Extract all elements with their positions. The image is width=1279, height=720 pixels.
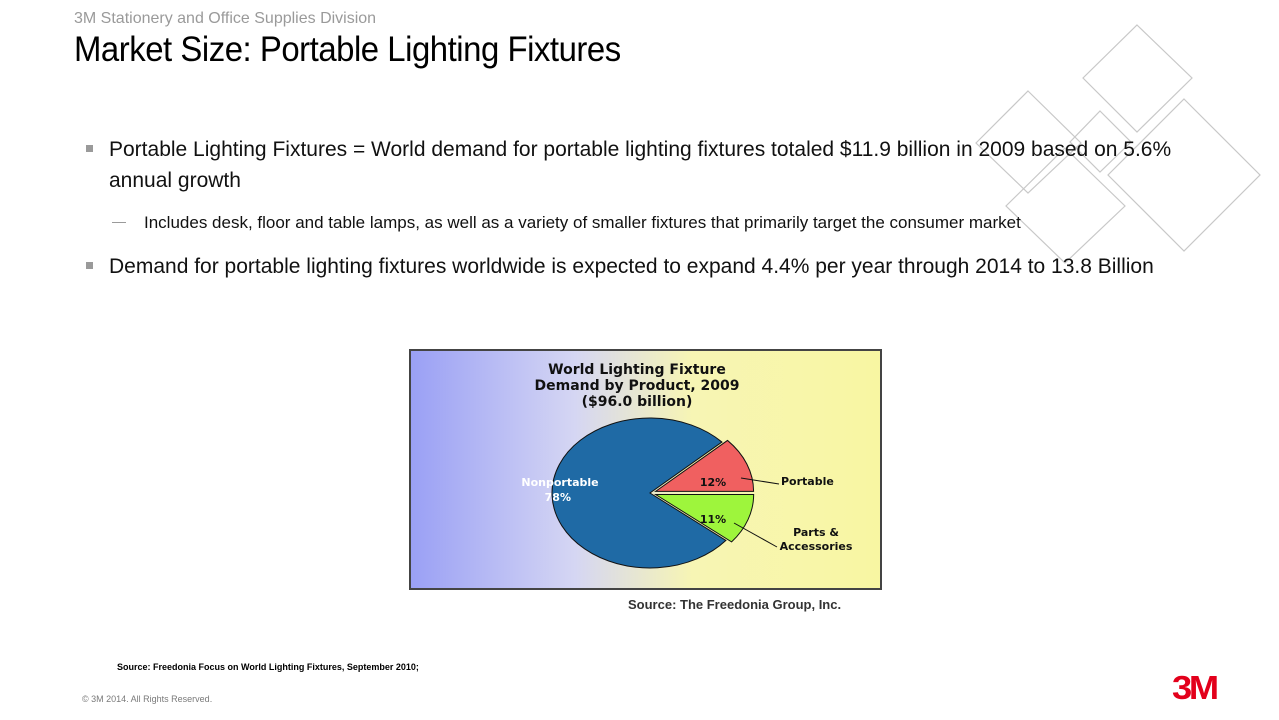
sub-bullet-item: Includes desk, floor and table lamps, as… — [86, 211, 1226, 235]
pie-slice-portable — [654, 439, 755, 492]
slice-pct-nonportable: 78% — [545, 491, 571, 504]
division-label: 3M Stationery and Office Supplies Divisi… — [74, 10, 377, 27]
copyright: © 3M 2014. All Rights Reserved. — [82, 694, 213, 704]
bullet-item: Demand for portable lighting fixtures wo… — [86, 251, 1226, 282]
pie-chart-svg: World Lighting Fixture Demand by Product… — [521, 362, 853, 569]
footnote: Source: Freedonia Focus on World Lightin… — [117, 662, 419, 672]
chart-title-line: World Lighting Fixture — [548, 362, 726, 378]
sub-bullet-text: Includes desk, floor and table lamps, as… — [144, 213, 1021, 232]
diamond-shape — [1082, 24, 1193, 133]
dash-icon — [112, 222, 126, 223]
bullet-list: Portable Lighting Fixtures = World deman… — [86, 134, 1226, 282]
pie-slice-nonportable — [551, 417, 727, 569]
chart-source: Source: The Freedonia Group, Inc. — [628, 597, 842, 612]
chart-title-line: Demand by Product, 2009 — [535, 378, 740, 394]
bullet-square-icon — [86, 262, 93, 269]
slice-label-nonportable: Nonportable — [521, 476, 598, 489]
leader-line-portable — [740, 477, 780, 485]
slice-pct-portable: 12% — [700, 476, 726, 489]
bullet-text: Demand for portable lighting fixtures wo… — [109, 255, 1154, 278]
legend-label-parts-line1: Parts & — [793, 526, 839, 539]
legend-label-parts-line2: Accessories — [780, 540, 853, 553]
pie-slice-parts — [653, 494, 755, 543]
page-title: Market Size: Portable Lighting Fixtures — [74, 30, 621, 69]
chart-subtitle: ($96.0 billion) — [582, 394, 693, 410]
bullet-square-icon — [86, 145, 93, 152]
pie-chart: World Lighting Fixture Demand by Product… — [409, 349, 882, 590]
bullet-text: Portable Lighting Fixtures = World deman… — [109, 138, 1172, 192]
slice-pct-parts: 11% — [700, 513, 726, 526]
3m-logo: 3M — [1172, 669, 1219, 706]
bullet-item: Portable Lighting Fixtures = World deman… — [86, 134, 1226, 196]
legend-label-portable: Portable — [781, 475, 834, 488]
leader-line-parts — [733, 522, 778, 548]
